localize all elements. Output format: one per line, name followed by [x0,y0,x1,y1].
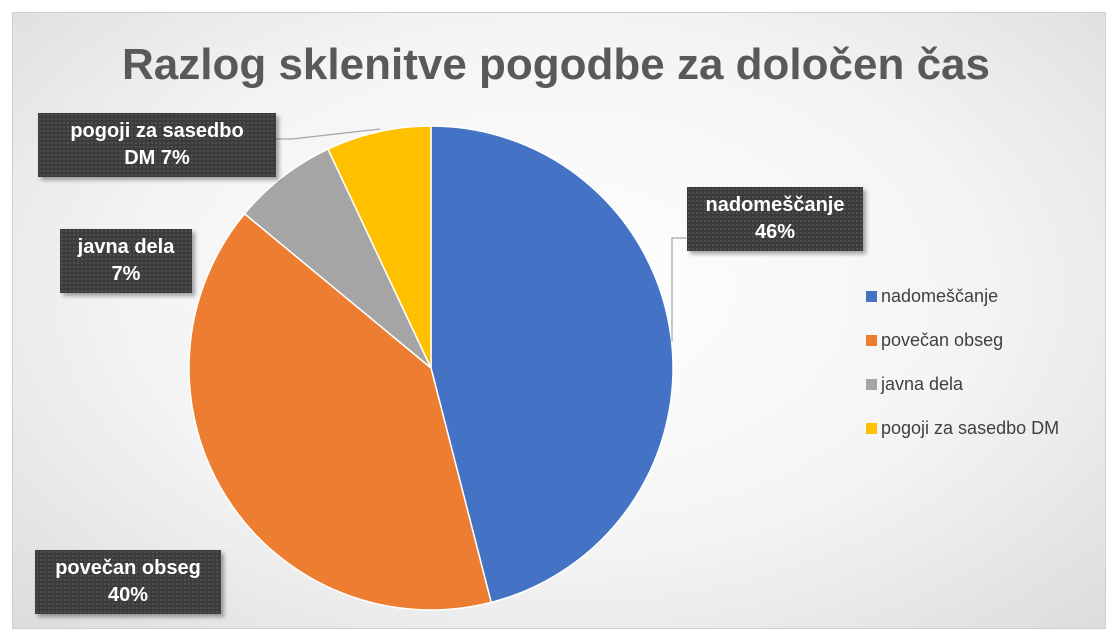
data-label-pogoji: pogoji za sasedbo DM 7% [38,113,276,177]
legend-swatch [866,290,877,302]
data-label-javna-dela: javna dela 7% [60,229,192,293]
legend-swatch [866,334,877,346]
data-label-nadomescanje: nadomeščanje 46% [687,187,863,251]
legend-label: pogoji za sasedbo DM [881,417,1060,438]
legend-item-povecan-obseg: povečan obseg [866,329,1059,351]
data-label-name: javna dela [77,236,175,258]
legend-swatch [866,422,877,434]
legend-label: javna dela [881,373,964,394]
pie-slice-pove-an-obseg [188,212,493,611]
chart-title: Razlog sklenitve pogodbe za določen čas [122,40,990,89]
data-label-name: nadomeščanje [705,194,845,216]
legend-item-nadomescanje: nadomeščanje [866,285,1059,307]
pie-slice-pogoji-za-sasedbo-dm [326,125,432,369]
data-label-percent: 40% [107,584,149,606]
data-label-percent: DM 7% [124,147,190,169]
leader-line-nadomescanje [671,237,686,342]
leader-line-pogoji [276,128,381,140]
data-label-name: povečan obseg [55,557,201,579]
legend-swatch [866,378,877,390]
pie-slice-javna-dela [243,148,432,369]
data-label-povecan-obseg: povečan obseg 40% [35,550,221,614]
legend: nadomeščanje povečan obseg javna dela po… [866,285,1059,461]
legend-label: nadomeščanje [881,285,999,306]
legend-item-pogoji: pogoji za sasedbo DM [866,417,1059,439]
data-label-percent: 7% [111,263,141,285]
data-label-percent: 46% [754,221,796,243]
pie-slice-nadome-anje [430,125,674,604]
data-label-name: pogoji za sasedbo [70,120,244,142]
legend-item-javna-dela: javna dela [866,373,1059,395]
legend-label: povečan obseg [881,329,1004,350]
